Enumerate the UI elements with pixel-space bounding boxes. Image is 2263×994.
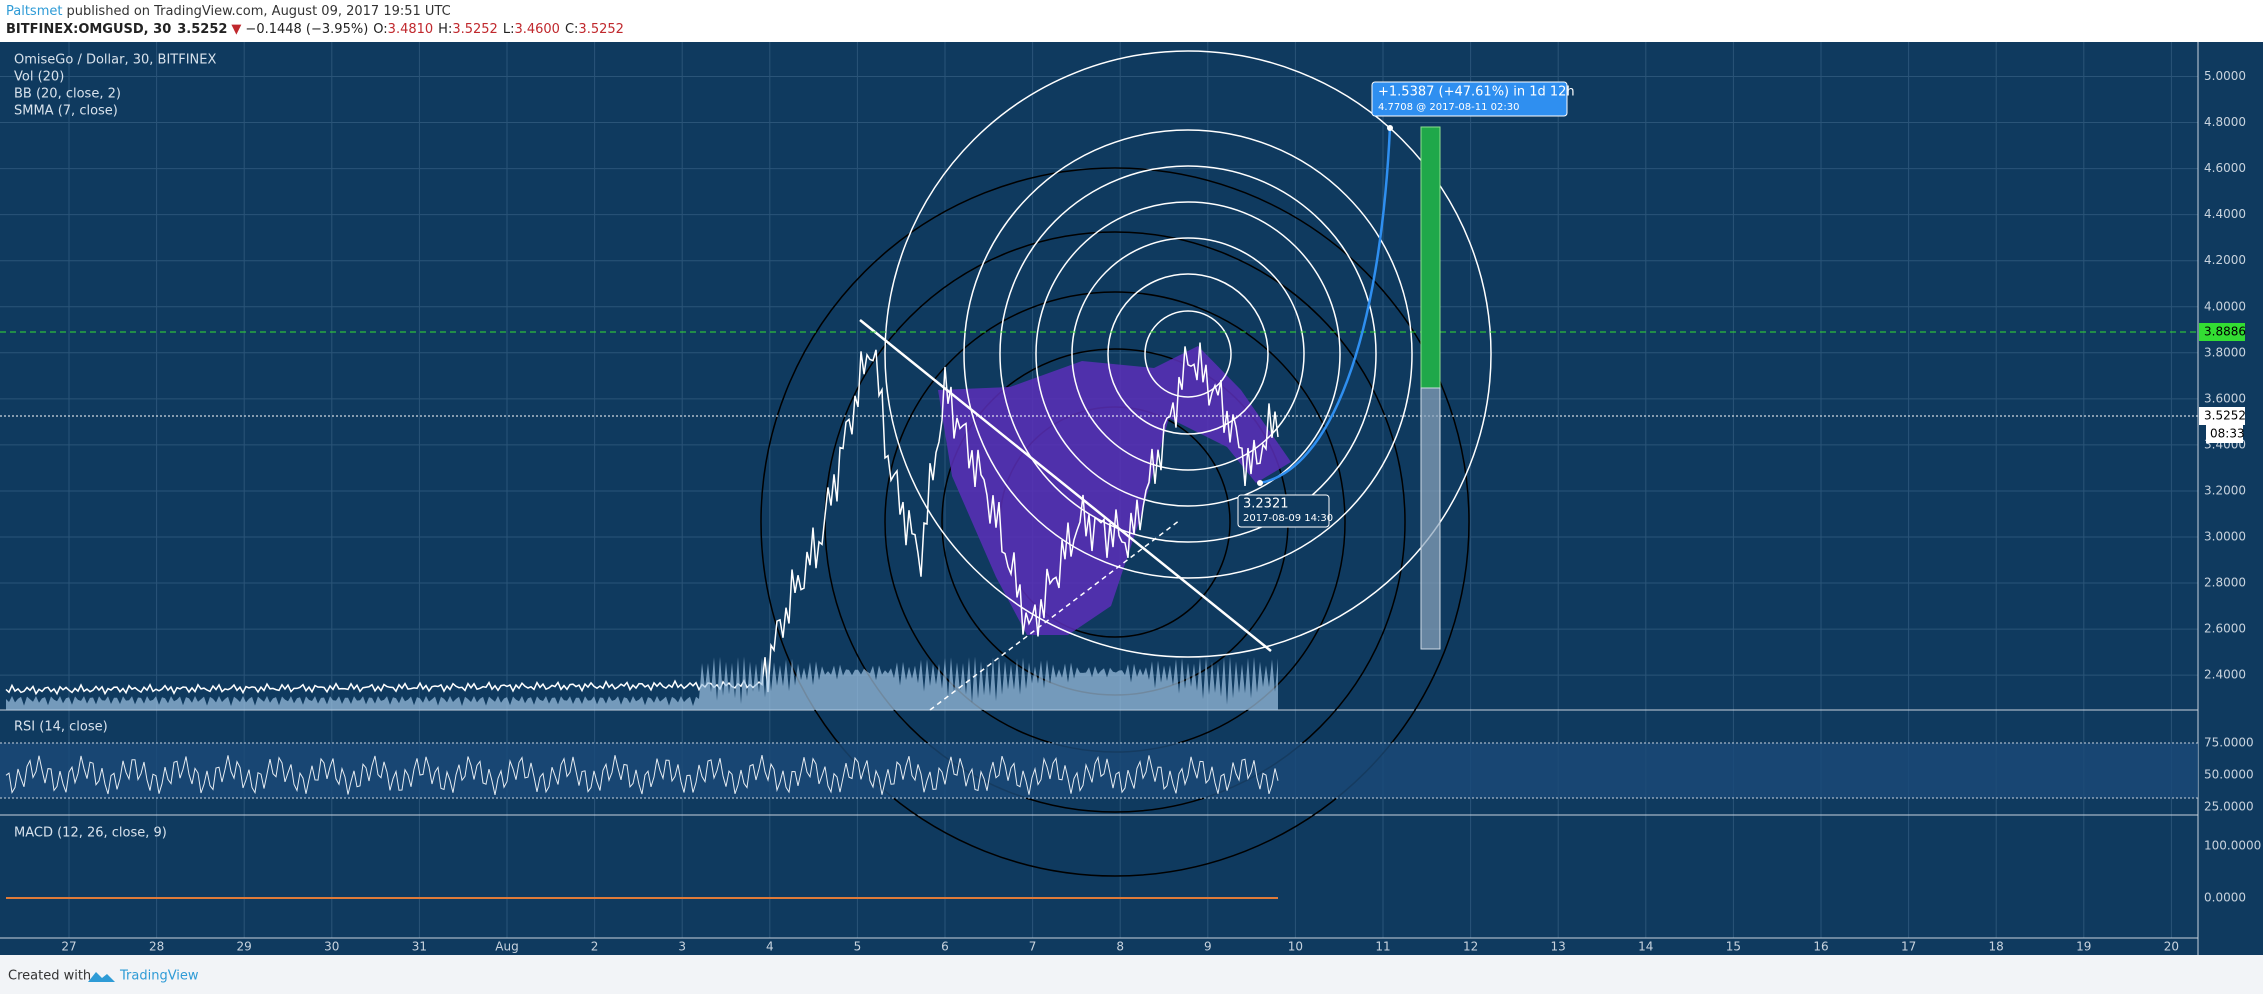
price-series (5, 342, 1279, 696)
price-tick-label: 3.0000 (2204, 530, 2246, 544)
low-point (1257, 480, 1263, 486)
ohlc: O:3.4810 H:3.5252 L:3.4600 C:3.5252 (373, 22, 624, 37)
pane-legend: MACD (12, 26, close, 9) (14, 826, 167, 841)
pane-legend: OmiseGo / Dollar, 30, BITFINEX (14, 53, 216, 68)
line-badge-text: 3.8886 (2204, 325, 2246, 339)
pane-legend: RSI (14, close) (14, 720, 108, 735)
published: published on TradingView.com, August 09,… (66, 4, 450, 19)
price-tick-label: 2.8000 (2204, 576, 2246, 590)
price-tick-label: 3.2000 (2204, 483, 2246, 497)
time-tick-label: 7 (1029, 940, 1037, 954)
down-arrow: ▼ (231, 22, 241, 37)
symbol-line: BITFINEX:OMGUSD, 30 3.5252 ▼ −0.1448 (−3.95… (6, 22, 624, 37)
brand-icon (88, 972, 115, 982)
legends: OmiseGo / Dollar, 30, BITFINEX Vol (20) BB… (14, 53, 216, 841)
macd-tick-label: 0.0000 (2204, 891, 2246, 905)
price-tick-label: 4.8000 (2204, 115, 2246, 129)
time-tick-label: 10 (1288, 940, 1303, 954)
dashed-line (929, 519, 1181, 711)
time-tick-label: 11 (1375, 940, 1390, 954)
price-tick-label: 2.6000 (2204, 622, 2246, 636)
time-tick-label: 3 (678, 940, 686, 954)
ohlc-key: L: (503, 22, 515, 37)
line-badge (2199, 323, 2245, 341)
rsi-band (0, 743, 2198, 798)
profit-zone (1420, 126, 1441, 389)
stop-zone (1420, 387, 1441, 650)
change: −0.1448 (−3.95%) (245, 22, 368, 37)
trend-line (859, 319, 1272, 652)
time-tick-label: 28 (149, 940, 164, 954)
time-tick-label: 29 (237, 940, 252, 954)
time-tick-label: 16 (1813, 940, 1828, 954)
time-tick-label: 17 (1901, 940, 1916, 954)
price-tick-label: 3.6000 (2204, 391, 2246, 405)
rsi-tick-label: 75.0000 (2204, 736, 2254, 750)
time-tick-label: 8 (1116, 940, 1124, 954)
low-box (1237, 494, 1330, 528)
time-tick-label: 14 (1638, 940, 1653, 954)
price-tick-label: 2.4000 (2204, 668, 2246, 682)
pattern-shape (938, 346, 1291, 635)
projection-end (1387, 125, 1393, 131)
symbol: BITFINEX:OMGUSD, 30 (6, 22, 171, 37)
ohlc-value: 3.5252 (578, 22, 624, 37)
time-tick-label: 19 (2076, 940, 2091, 954)
projection-curve (1259, 126, 1392, 485)
low-time: 2017-08-09 14:30 (1243, 513, 1333, 524)
price-tick-label: 4.6000 (2204, 161, 2246, 175)
ohlc-key: H: (438, 22, 452, 37)
time-tick-label: 6 (941, 940, 949, 954)
rsi-line (5, 754, 1279, 796)
time-tick-label: Aug (495, 940, 518, 954)
time-tick-label: 30 (324, 940, 339, 954)
macd-tick-label: 100.0000 (2204, 839, 2261, 853)
footer (0, 955, 2263, 994)
pane-legend: BB (20, close, 2) (14, 87, 121, 102)
pane-legend: Vol (20) (14, 70, 64, 85)
time-tick-label: 27 (61, 940, 76, 954)
time-tick-label: 4 (766, 940, 774, 954)
price-tick-label: 4.4000 (2204, 207, 2246, 221)
low-price: 3.2321 (1243, 497, 1289, 512)
footer-created: Created with (8, 969, 91, 984)
projection-box (1371, 81, 1568, 117)
time-tick-label: 9 (1204, 940, 1212, 954)
time-tick-label: 12 (1463, 940, 1478, 954)
fib-circles-light (884, 50, 1492, 658)
time-tick-label: 2 (591, 940, 599, 954)
ohlc-value: 3.4810 (388, 22, 434, 37)
time-tick-label: 15 (1726, 940, 1741, 954)
footer-brand[interactable]: TradingView (119, 969, 199, 984)
axes: 5.0000 4.8000 4.6000 4.4000 4.2000 4.0000 3.80… (61, 69, 2261, 954)
rsi-tick-label: 50.0000 (2204, 768, 2254, 782)
volume (6, 656, 1278, 710)
publisher[interactable]: Paltsmet (6, 4, 62, 19)
price-badge-text: 3.5252 (2204, 409, 2246, 423)
time-tick-label: 13 (1551, 940, 1566, 954)
projection-detail: 4.7708 @ 2017-08-11 02:30 (1378, 102, 1519, 113)
price-badge (2199, 407, 2245, 425)
ohlc-key: C: (565, 22, 578, 37)
ohlc-key: O: (373, 22, 387, 37)
countdown-text: 08:33 (2210, 427, 2245, 441)
price-tick-label: 3.8000 (2204, 345, 2246, 359)
ohlc-value: 3.5252 (452, 22, 498, 37)
time-tick-label: 20 (2164, 940, 2179, 954)
last: 3.5252 (177, 22, 227, 37)
price-tick-label: 4.0000 (2204, 299, 2246, 313)
time-tick-label: 31 (412, 940, 427, 954)
rsi-tick-label: 25.0000 (2204, 800, 2254, 814)
price-tick-label: 5.0000 (2204, 69, 2246, 83)
projection-headline: +1.5387 (+47.61%) in 1d 12h (1378, 85, 1575, 100)
pane-legend: SMMA (7, close) (14, 104, 118, 119)
header-line: Paltsmet published on TradingView.com, Au… (6, 4, 451, 19)
countdown-badge (2206, 425, 2243, 443)
price-tick-label: 4.2000 (2204, 253, 2246, 267)
ohlc-value: 3.4600 (514, 22, 560, 37)
time-tick-label: 18 (1989, 940, 2004, 954)
time-tick-label: 5 (854, 940, 862, 954)
